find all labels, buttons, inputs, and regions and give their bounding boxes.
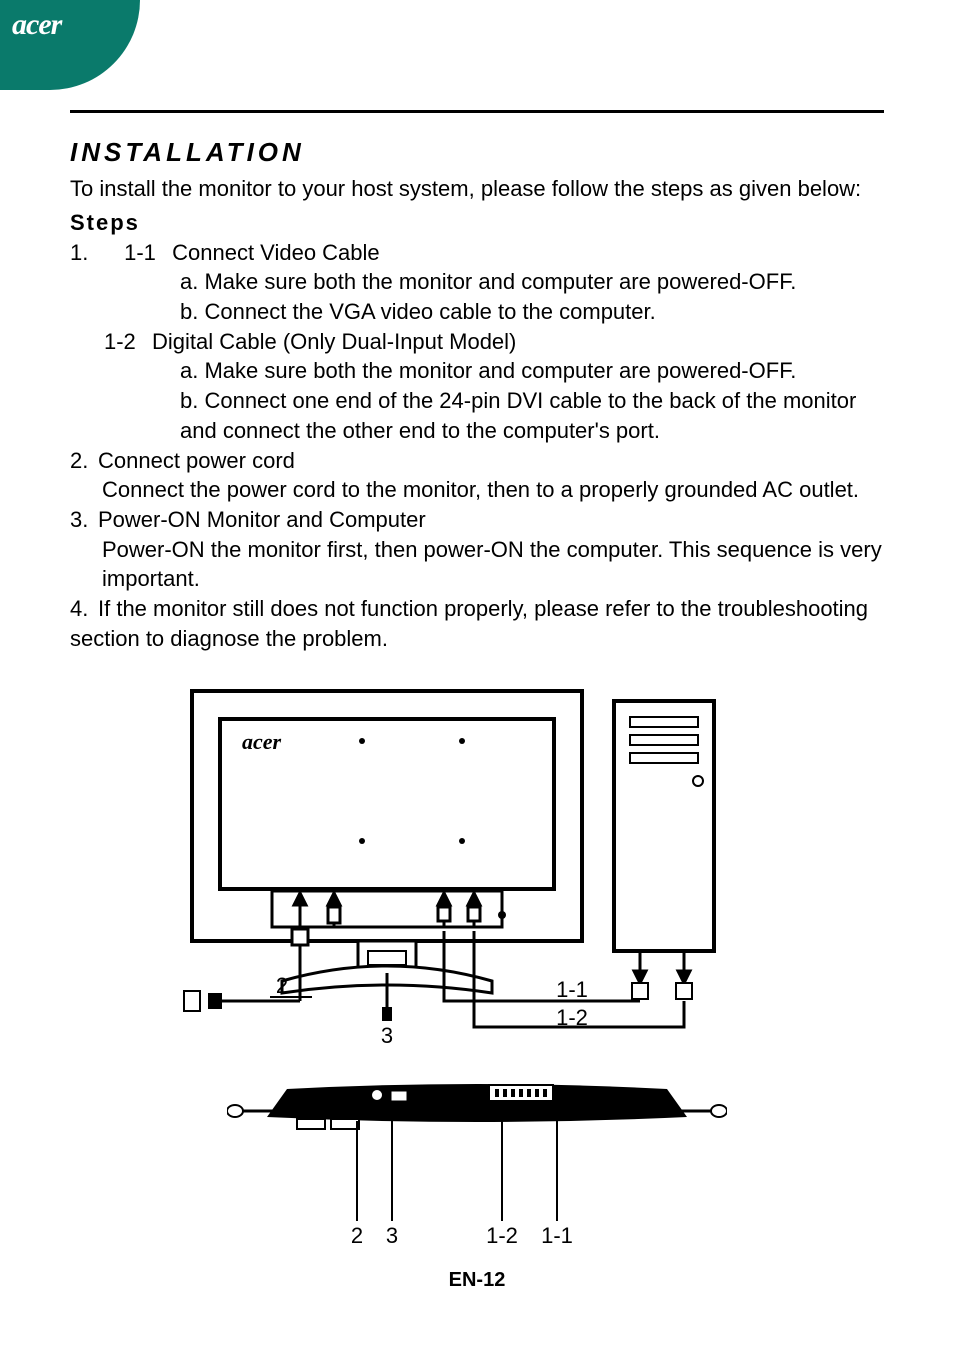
diagram1-label-1-1: 1-1 — [556, 977, 588, 1002]
step-1-2-line-a: a. Make sure both the monitor and comput… — [70, 356, 884, 386]
diagram-screen-logo: acer — [242, 729, 282, 754]
step-1-1-line-a: a. Make sure both the monitor and comput… — [70, 267, 884, 297]
step-2-title: Connect power cord — [98, 448, 295, 473]
page-body: INSTALLATION To install the monitor to y… — [0, 0, 954, 1322]
diagram2-label-1-2: 1-2 — [486, 1223, 518, 1248]
step-3: 3.Power-ON Monitor and Computer Power-ON… — [70, 505, 884, 594]
steps-heading: Steps — [70, 210, 884, 236]
brand-logo-text: acer — [12, 8, 61, 42]
diagram1-label-3: 3 — [381, 1023, 393, 1048]
step-1-2-num: 1-2 — [104, 327, 152, 357]
step-4: 4.If the monitor still does not function… — [70, 594, 884, 653]
diagram-container: acer — [70, 681, 884, 1251]
horizontal-rule — [70, 110, 884, 113]
step-1-1-line-b: b. Connect the VGA video cable to the co… — [70, 297, 884, 327]
diagram1-label-1-2: 1-2 — [556, 1005, 588, 1030]
step-1-1-title: Connect Video Cable — [172, 240, 380, 265]
step-1-2-line-b: b. Connect one end of the 24-pin DVI cab… — [70, 386, 884, 445]
diagram1-label-2: 2 — [276, 973, 288, 998]
step-2-body: Connect the power cord to the monitor, t… — [70, 475, 884, 505]
section-title: INSTALLATION — [70, 137, 884, 168]
diagram-rear-view: acer — [182, 681, 772, 1051]
step-2-num: 2. — [70, 446, 98, 476]
step-4-num: 4. — [70, 594, 98, 624]
diagram-bottom-view: 2 3 1-2 1-1 — [227, 1061, 727, 1251]
step-1-1-num: 1-1 — [124, 238, 172, 268]
intro-text: To install the monitor to your host syst… — [70, 174, 884, 204]
diagram2-label-2: 2 — [351, 1223, 363, 1248]
step-3-num: 3. — [70, 505, 98, 535]
page-number: EN-12 — [70, 1269, 884, 1292]
step-3-body: Power-ON the monitor first, then power-O… — [70, 535, 884, 594]
step-2: 2.Connect power cord Connect the power c… — [70, 446, 884, 505]
diagram2-label-3: 3 — [386, 1223, 398, 1248]
step-1-2-title: Digital Cable (Only Dual-Input Model) — [152, 329, 516, 354]
step-4-body-inline: If the monitor still does not function p… — [70, 596, 868, 651]
step-1: 1. 1-1Connect Video Cable a. Make sure b… — [70, 238, 884, 446]
step-3-title: Power-ON Monitor and Computer — [98, 507, 426, 532]
step-1-num: 1. — [70, 238, 118, 268]
diagram2-label-1-1: 1-1 — [541, 1223, 573, 1248]
